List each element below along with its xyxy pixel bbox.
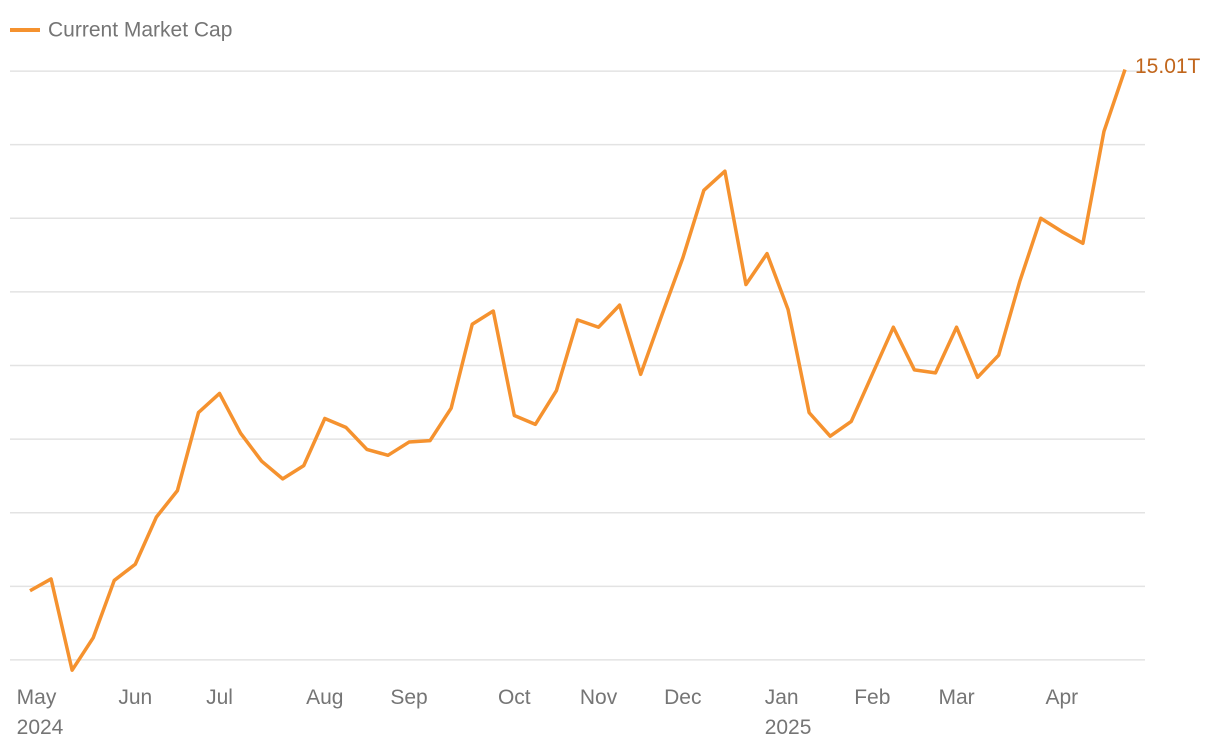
x-tick-label: Nov — [579, 686, 618, 709]
x-tick-label: Oct — [497, 686, 531, 709]
x-tick-label: Mar — [938, 686, 975, 709]
value-label: 15.01T — [1135, 55, 1201, 78]
legend-label: Current Market Cap — [48, 19, 232, 42]
series-line — [29, 69, 1127, 672]
x-tick-label: Sep — [390, 686, 428, 709]
x-tick-label: Jan 2025 — [764, 686, 812, 739]
x-tick-label: Aug — [306, 686, 344, 709]
x-tick-label: Dec — [664, 686, 702, 709]
x-tick-label: Feb — [854, 686, 891, 709]
x-tick-label: Jun — [118, 686, 153, 709]
x-tick-label: May 2024 — [16, 686, 64, 739]
x-tick-label: Jul — [206, 686, 233, 709]
x-tick-label: Apr — [1045, 686, 1079, 709]
